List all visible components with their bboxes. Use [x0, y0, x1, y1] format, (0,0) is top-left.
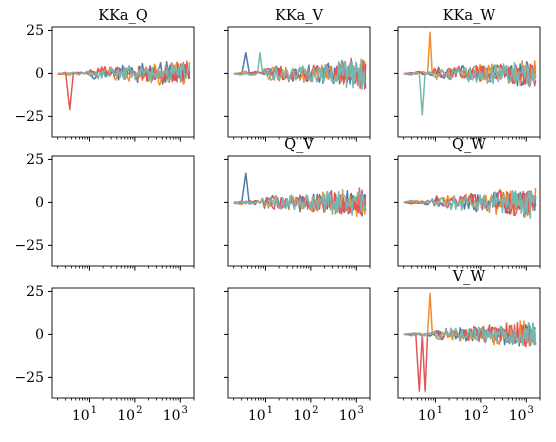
series-line-4: [403, 61, 537, 116]
axes-frame: [51, 26, 195, 138]
subplot-1-0: 25 0 −25: [14, 152, 195, 271]
axes-frame: [227, 287, 371, 399]
subplot-1-1: Q_V: [224, 137, 371, 271]
series-group: [233, 52, 367, 90]
axes-frame: [227, 155, 371, 267]
subplot-0-1: KKa_V: [224, 8, 371, 142]
series-group: [403, 292, 537, 392]
subplot-0-0: 25 0 −25 KKa_Q: [14, 8, 195, 142]
subplot-0-2: KKa_W: [394, 8, 541, 142]
series-group: [403, 31, 537, 116]
series-line-4: [233, 190, 367, 216]
subplot-2-1: 101 102 103: [224, 287, 371, 424]
subplot-title: KKa_W: [443, 8, 496, 24]
axes-frame: [227, 26, 371, 138]
subplot-title: V_W: [452, 269, 486, 285]
x-tick-label: 102: [117, 405, 142, 424]
y-tick-label: 25: [26, 23, 44, 39]
subplot-title: KKa_V: [275, 8, 324, 24]
series-group: [57, 60, 191, 111]
y-tick-label: −25: [14, 109, 44, 125]
y-tick-label: −25: [14, 238, 44, 254]
y-tick-label: 0: [35, 66, 44, 82]
series-line-4: [403, 189, 536, 220]
axes-frame: [397, 26, 541, 138]
x-tick-label: 103: [339, 405, 364, 424]
y-tick-label: 25: [26, 284, 44, 300]
x-tick-label: 101: [418, 405, 443, 424]
subplot-1-2: Q_W: [394, 137, 541, 271]
y-tick-label: 0: [35, 195, 44, 211]
x-tick-label: 101: [248, 405, 273, 424]
y-tick-label: 25: [26, 152, 44, 168]
series-line-4: [57, 61, 191, 84]
axes-frame: [51, 287, 195, 399]
x-tick-label: 103: [163, 405, 188, 424]
axes-frame: [397, 155, 541, 267]
subplot-title: Q_W: [452, 137, 486, 153]
y-tick-label: −25: [14, 370, 44, 386]
x-tick-label: 102: [463, 405, 488, 424]
series-group: [403, 187, 537, 220]
series-line-1: [233, 172, 367, 217]
axes-frame: [397, 287, 541, 399]
subplot-title: Q_V: [284, 137, 314, 153]
subplot-2-0: 25 0 −25 101 102 103: [14, 284, 195, 424]
subplot-2-2: 101 102 103 V_W: [394, 269, 541, 424]
series-line-3: [57, 60, 191, 111]
series-group: [233, 172, 367, 218]
series-line-4: [233, 52, 366, 90]
x-tick-label: 102: [293, 405, 318, 424]
y-tick-label: 0: [35, 327, 44, 343]
series-line-4: [403, 321, 537, 347]
x-tick-label: 101: [72, 405, 97, 424]
series-line-3: [403, 189, 537, 217]
x-tick-label: 103: [509, 405, 534, 424]
subplot-title: KKa_Q: [98, 8, 148, 24]
axes-frame: [51, 155, 195, 267]
